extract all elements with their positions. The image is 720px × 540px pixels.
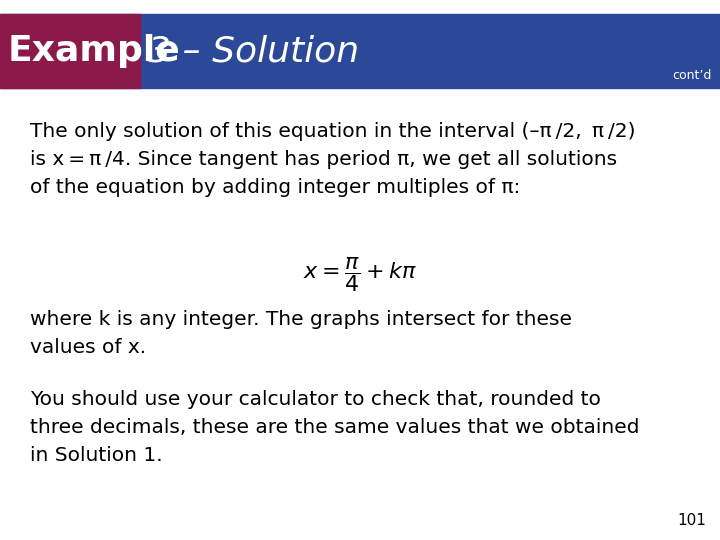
Bar <box>0 14 720 88</box>
Text: The only solution of this equation in the interval (–π /2, π /2): The only solution of this equation in th… <box>30 122 636 141</box>
Text: is x = π /4. Since tangent has period π, we get all solutions: is x = π /4. Since tangent has period π,… <box>30 150 617 169</box>
Text: $\mathit{x} = \dfrac{\pi}{4} + \mathit{k}\pi$: $\mathit{x} = \dfrac{\pi}{4} + \mathit{k… <box>303 255 417 294</box>
Text: You should use your calculator to check that, rounded to: You should use your calculator to check … <box>30 390 601 409</box>
Text: 3 – Solution: 3 – Solution <box>148 34 359 68</box>
Text: cont’d: cont’d <box>672 69 712 82</box>
Text: where k is any integer. The graphs intersect for these: where k is any integer. The graphs inter… <box>30 310 572 329</box>
Text: in Solution 1.: in Solution 1. <box>30 446 163 465</box>
Text: three decimals, these are the same values that we obtained: three decimals, these are the same value… <box>30 418 639 437</box>
Bar <box>0 14 140 88</box>
Text: values of x.: values of x. <box>30 338 146 357</box>
Text: 101: 101 <box>677 513 706 528</box>
Text: Example: Example <box>8 34 181 68</box>
Text: of the equation by adding integer multiples of π:: of the equation by adding integer multip… <box>30 178 521 197</box>
